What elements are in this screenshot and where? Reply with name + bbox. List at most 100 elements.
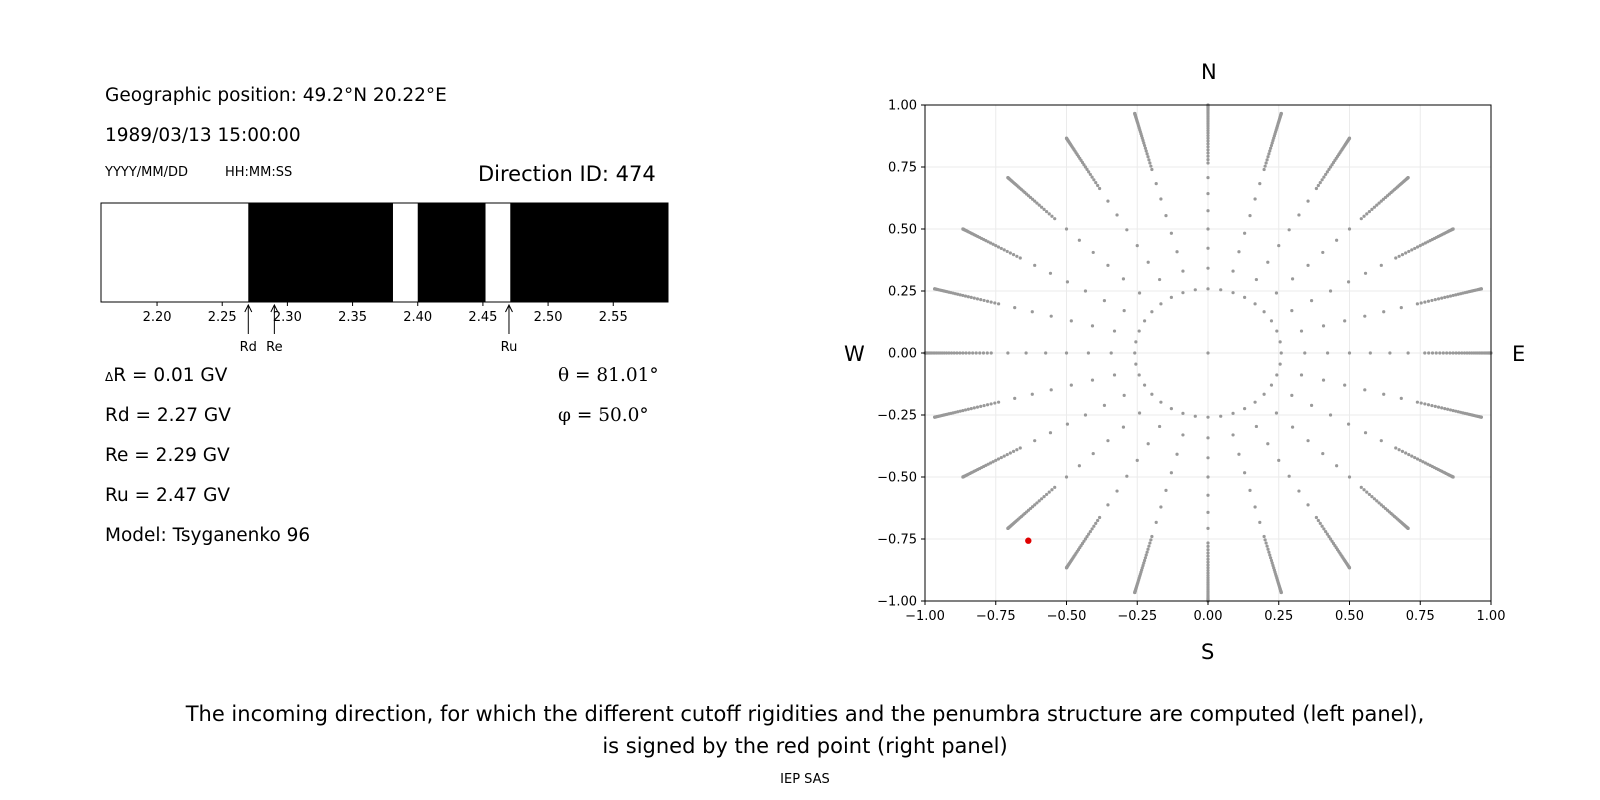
direction-point <box>1433 298 1437 302</box>
direction-point <box>1169 231 1173 235</box>
direction-point <box>1145 550 1149 554</box>
direction-point <box>1287 474 1291 478</box>
direction-point <box>967 351 971 355</box>
direction-point <box>1018 256 1022 260</box>
direction-point <box>961 408 965 413</box>
direction-point <box>1269 319 1274 323</box>
direction-point <box>1112 373 1117 377</box>
direction-point <box>1045 209 1049 214</box>
direction-points <box>923 103 1493 603</box>
direction-point <box>1109 351 1113 355</box>
direction-point <box>978 351 982 355</box>
y-tick-label: −0.50 <box>877 471 917 486</box>
direction-point <box>1083 165 1088 169</box>
direction-point <box>1098 186 1102 191</box>
direction-point <box>1169 406 1173 411</box>
direction-point <box>1037 499 1041 503</box>
direction-point <box>1454 351 1458 355</box>
direction-point <box>1394 446 1398 450</box>
direction-point <box>1206 573 1210 578</box>
direction-point <box>1142 319 1147 323</box>
direction-point <box>1362 214 1366 218</box>
direction-point <box>1415 457 1420 461</box>
direction-point <box>1446 407 1450 411</box>
direction-point <box>1115 489 1119 493</box>
direction-point <box>1265 544 1269 548</box>
direction-point <box>1318 521 1322 525</box>
direction-point <box>1297 213 1301 217</box>
direction-point <box>1365 490 1369 494</box>
direction-point <box>1137 411 1142 415</box>
selected-direction-point <box>1025 537 1032 544</box>
direction-point <box>1006 526 1010 530</box>
direction-point <box>952 351 956 355</box>
direction-point <box>1065 280 1070 284</box>
direction-point <box>1206 145 1210 149</box>
direction-point <box>1149 164 1153 168</box>
direction-point <box>1359 485 1363 489</box>
direction-point <box>1206 191 1210 196</box>
direction-point <box>1142 141 1146 145</box>
direction-point <box>1098 515 1102 520</box>
datetime: 1989/03/13 15:00:00 <box>105 125 301 146</box>
direction-point <box>1328 413 1333 417</box>
direction-point <box>1362 488 1366 492</box>
direction-point <box>1042 495 1046 499</box>
direction-point <box>1206 176 1210 180</box>
direction-point <box>982 298 986 303</box>
direction-point <box>1085 167 1089 171</box>
direction-point <box>1150 534 1154 539</box>
direction-point <box>1206 246 1210 250</box>
y-tick-label: −0.75 <box>877 533 917 548</box>
direction-point <box>1278 362 1282 366</box>
direction-point <box>982 403 986 408</box>
direction-point <box>1423 351 1427 355</box>
direction-point <box>1005 249 1009 254</box>
direction-point <box>1275 329 1279 333</box>
direction-point <box>1096 518 1100 523</box>
direction-point <box>1064 566 1069 570</box>
direction-point <box>981 351 986 355</box>
direction-point <box>1106 439 1110 443</box>
direction-point <box>1206 154 1210 158</box>
direction-point <box>1263 538 1267 542</box>
direction-point <box>1253 197 1257 201</box>
direction-point <box>1258 182 1262 186</box>
direction-point <box>1064 351 1069 355</box>
marker-label: Rd <box>240 340 257 355</box>
direction-point <box>1083 413 1088 417</box>
direction-point <box>1445 351 1449 355</box>
direction-point <box>1206 475 1210 479</box>
direction-point <box>1451 293 1455 298</box>
direction-point <box>1314 186 1318 191</box>
x-tick-label: 0.25 <box>1264 609 1293 624</box>
direction-point <box>1279 111 1283 116</box>
direction-point <box>1266 260 1270 264</box>
direction-point <box>1454 293 1458 297</box>
direction-point <box>1258 520 1262 524</box>
direction-point <box>1399 396 1403 400</box>
direction-point <box>1440 296 1444 300</box>
direction-point <box>1206 142 1210 146</box>
direction-point <box>1206 415 1210 419</box>
penumbra-tick-label: 2.35 <box>338 310 367 325</box>
direction-point <box>1262 167 1266 172</box>
direction-point <box>1309 298 1314 303</box>
direction-point <box>1434 351 1438 355</box>
direction-point <box>1243 231 1247 235</box>
direction-point <box>958 409 962 413</box>
forbidden-band <box>510 203 668 302</box>
direction-point <box>1035 501 1039 505</box>
time-format-label: HH:MM:SS <box>225 165 293 180</box>
direction-point <box>1314 515 1318 520</box>
direction-point <box>1069 383 1073 387</box>
marker-arrow-head <box>244 303 253 313</box>
direction-point <box>1206 544 1210 549</box>
direction-point <box>1243 295 1247 300</box>
direction-point <box>944 351 949 355</box>
east-label: E <box>1512 342 1526 366</box>
direction-point <box>1206 136 1210 140</box>
direction-point <box>1050 488 1054 492</box>
y-tick-label: 0.00 <box>888 347 917 362</box>
direction-point <box>1433 404 1437 408</box>
